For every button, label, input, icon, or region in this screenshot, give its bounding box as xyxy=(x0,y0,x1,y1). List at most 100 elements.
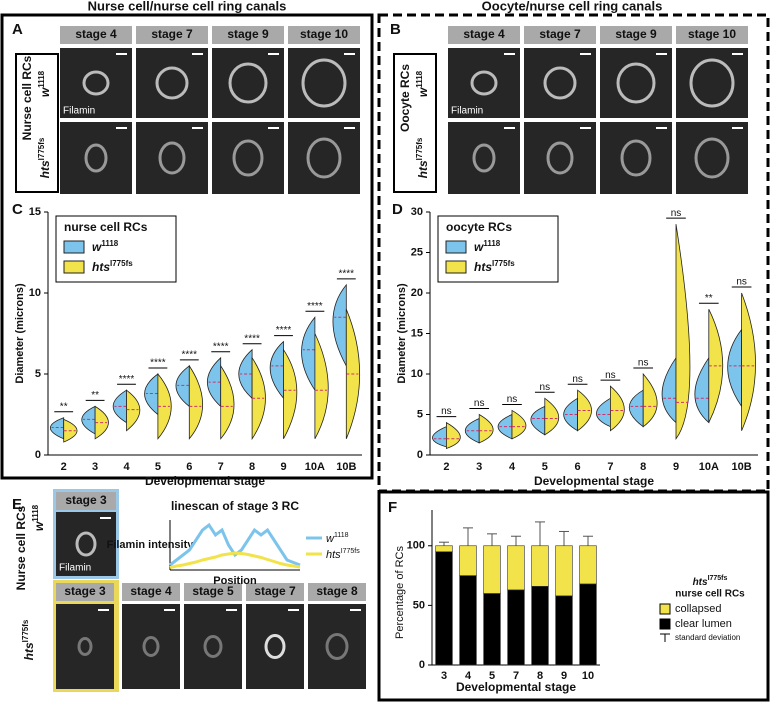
x-tick-label: 7 xyxy=(607,461,613,473)
genotype-sup: 1118 xyxy=(101,239,118,248)
significance: ns xyxy=(441,406,452,417)
chart-title: linescan of stage 3 RC xyxy=(171,499,299,513)
violin-half xyxy=(188,364,204,440)
violin-half xyxy=(269,340,284,400)
row-label-box xyxy=(393,53,437,193)
legend-error-icon xyxy=(660,633,670,642)
genotype: w1118 xyxy=(326,532,349,545)
genotype-sup: I775fs xyxy=(341,548,361,555)
violin-half xyxy=(544,397,560,436)
genotype-name: w xyxy=(474,240,484,254)
significance: ns xyxy=(474,398,485,409)
x-tick-label: 10A xyxy=(305,461,325,473)
x-tick-label: 5 xyxy=(489,670,495,682)
micrograph xyxy=(136,48,208,118)
significance: ns xyxy=(605,370,616,381)
panel-letter: A xyxy=(12,21,23,38)
genotype: htsI775fs xyxy=(21,619,37,660)
y-tick-label: 0 xyxy=(417,449,423,461)
x-tick-label: 8 xyxy=(537,670,543,682)
panel-letter: C xyxy=(12,201,23,218)
y-tick-label: 100 xyxy=(407,540,425,552)
stage-label: stage 9 xyxy=(615,27,657,41)
ring-canal xyxy=(694,137,730,179)
genotype-name: hts xyxy=(92,260,110,274)
line xyxy=(169,551,301,569)
ring-canal xyxy=(546,141,574,175)
header-right: Oocyte/nurse cell ring canals xyxy=(482,0,663,13)
violin-half xyxy=(610,385,625,432)
genotype-sup: I775fs xyxy=(37,137,46,160)
violin-half xyxy=(511,409,527,440)
violin-half xyxy=(741,292,756,431)
violin-half xyxy=(530,405,546,436)
ring-canal xyxy=(301,58,347,108)
significance: **** xyxy=(276,325,292,336)
bar xyxy=(531,545,549,587)
y-tick-label: 0 xyxy=(35,449,41,461)
stage-label: stage 8 xyxy=(316,584,358,598)
x-tick-label: 3 xyxy=(92,461,98,473)
micrograph xyxy=(288,122,360,194)
ring-canal xyxy=(158,141,186,175)
violin-half xyxy=(220,364,235,440)
stage-header xyxy=(448,26,520,44)
stage-label: stage 7 xyxy=(151,27,193,41)
y-tick-label: 30 xyxy=(411,206,423,218)
stage-header xyxy=(524,26,596,44)
ring-canal xyxy=(142,636,160,657)
ring-canal xyxy=(75,531,97,557)
stage-header xyxy=(288,26,360,44)
stage-header xyxy=(212,26,284,44)
stage-label: stage 4 xyxy=(463,27,505,41)
stage-header xyxy=(600,26,672,44)
violin-half xyxy=(478,413,494,444)
genotype: htsI775fs xyxy=(326,548,360,561)
genotype-name: hts xyxy=(416,160,430,178)
micrograph xyxy=(184,604,242,689)
micrograph xyxy=(122,604,180,689)
y-tick-label: 10 xyxy=(411,368,423,380)
significance: **** xyxy=(339,269,355,280)
row-group: Nurse cell RCs xyxy=(20,55,34,140)
significance: **** xyxy=(182,350,198,361)
significance: ns xyxy=(507,394,518,405)
genotype-sup: I775fs xyxy=(110,259,133,268)
ring-canal xyxy=(472,143,496,173)
significance: ** xyxy=(91,390,99,401)
genotype-name: hts xyxy=(326,549,341,561)
genotype-name: w xyxy=(416,87,430,97)
stage-header xyxy=(56,492,116,510)
legend-label: clear lumen xyxy=(675,618,732,630)
stage-header xyxy=(136,26,208,44)
micrograph xyxy=(308,604,366,689)
legend-title: nurse cell RCs xyxy=(675,589,745,600)
stage-header xyxy=(246,583,304,601)
x-tick-label: 5 xyxy=(542,461,548,473)
micrograph xyxy=(212,48,284,118)
ring-canal xyxy=(155,66,189,100)
violin-half xyxy=(432,426,447,448)
micrograph xyxy=(246,604,304,689)
genotype-sup: 1118 xyxy=(415,70,424,87)
genotype-name: hts xyxy=(693,577,708,588)
panel-letter: E xyxy=(12,496,22,513)
y-tick-label: 0 xyxy=(419,659,425,671)
x-axis-label: Developmental stage xyxy=(456,680,576,694)
stage-label: stage 7 xyxy=(539,27,581,41)
stage-label: stage 5 xyxy=(192,584,234,598)
ring-canal xyxy=(325,633,349,660)
violin-half xyxy=(694,356,710,424)
genotype-name: w xyxy=(326,533,335,545)
micrograph xyxy=(448,48,520,118)
violin-half xyxy=(446,421,461,450)
ring-canal xyxy=(470,70,498,96)
stage-header xyxy=(56,583,114,601)
significance: ns xyxy=(671,208,682,219)
bar xyxy=(579,545,597,585)
ring-canal xyxy=(689,58,735,108)
genotype-name: hts xyxy=(38,160,52,178)
violin-half xyxy=(628,389,644,428)
violin-half xyxy=(642,372,658,428)
significance: **** xyxy=(307,301,323,312)
